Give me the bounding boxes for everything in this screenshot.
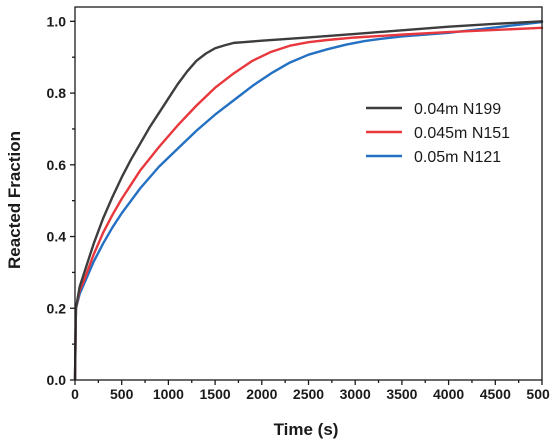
x-tick-label: 4500: [480, 386, 511, 402]
series-line-3: [73, 20, 544, 382]
y-tick-label: 0.0: [47, 372, 67, 388]
series-line-2: [73, 26, 544, 382]
x-tick-label: 1000: [153, 386, 184, 402]
x-tick-label: 4000: [433, 386, 464, 402]
y-axis-title: Reacted Fraction: [5, 131, 24, 269]
y-tick-label: 0.8: [47, 85, 67, 101]
x-tick-label: 3000: [340, 386, 371, 402]
y-tick-label: 0.2: [47, 300, 67, 316]
y-tick-label: 0.4: [47, 229, 67, 245]
x-axis-title: Time (s): [274, 420, 339, 439]
legend-label-1: 0.04m N199: [414, 101, 501, 118]
x-tick-label: 2000: [246, 386, 277, 402]
legend-label-2: 0.045m N151: [414, 125, 510, 142]
y-tick-label: 0.6: [47, 157, 67, 173]
legend: 0.04m N199 0.045m N151 0.05m N121: [366, 101, 510, 166]
y-tick-label: 1.0: [47, 13, 67, 29]
legend-label-3: 0.05m N121: [414, 149, 501, 166]
x-tick-label: 500: [110, 386, 134, 402]
x-tick-label: 2500: [293, 386, 324, 402]
axis-ticks: 0 500 1000 1500 2000 2500 3000 3500 4000 4500 500 0…: [47, 13, 550, 402]
x-tick-label: 0: [71, 386, 79, 402]
plot-frame: [74, 6, 543, 381]
series-line-1: [73, 20, 544, 382]
series-lines: [73, 20, 544, 382]
x-tick-label: 3500: [386, 386, 417, 402]
x-tick-label: 1500: [200, 386, 231, 402]
